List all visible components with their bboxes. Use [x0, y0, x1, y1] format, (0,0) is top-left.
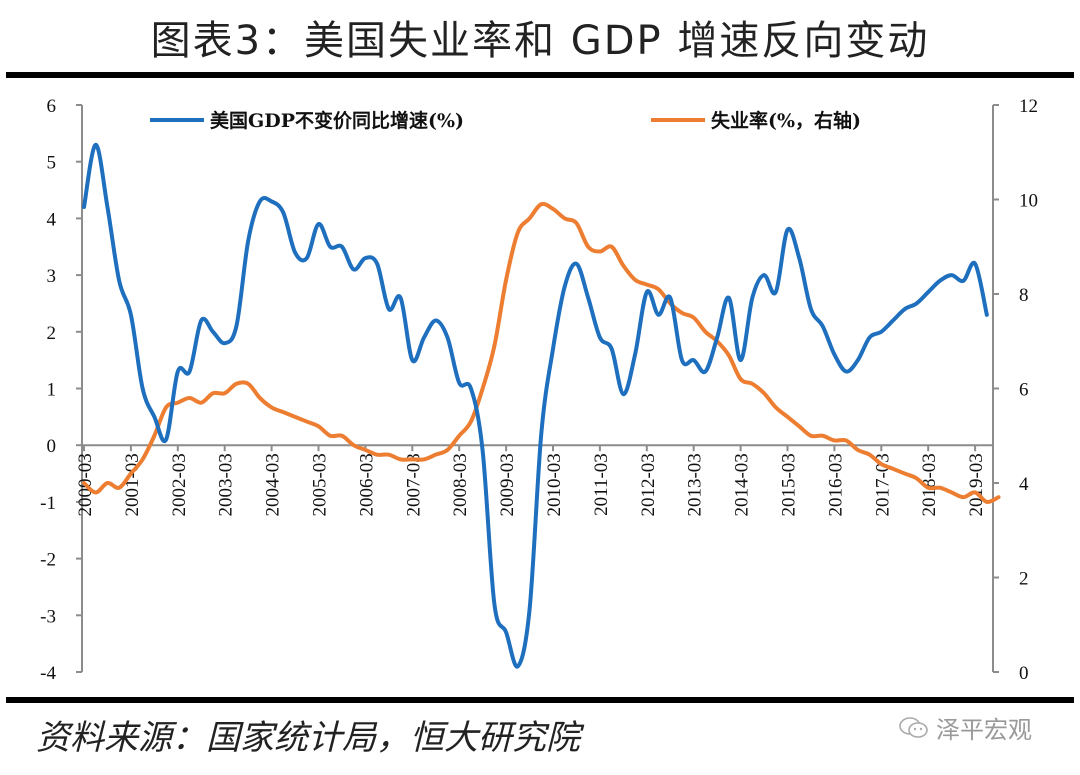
y-right-tick-label: 4 [1019, 474, 1029, 495]
x-tick-label: 2002-03 [169, 453, 190, 516]
series [82, 142, 1001, 669]
x-tick-label: 2009-03 [497, 453, 518, 516]
y-right-tick-label: 10 [1019, 191, 1038, 212]
y-left-tick-label: -2 [40, 550, 56, 571]
y-right-tick-label: 2 [1019, 569, 1029, 590]
y-left-tick-label: -4 [40, 663, 56, 684]
y-left-tick-label: -1 [40, 493, 56, 514]
watermark: 泽平宏观 [898, 710, 1032, 745]
y-left-tick-label: 3 [47, 266, 57, 287]
x-tick-label: 2010-03 [544, 453, 565, 516]
source-note: 资料来源：国家统计局，恒大研究院 [36, 718, 580, 758]
y-left-tick-label: 4 [47, 209, 57, 230]
y-left-tick-label: -3 [40, 606, 56, 627]
y-right-tick-label: 0 [1019, 663, 1029, 684]
x-tick-label: 2008-03 [450, 453, 471, 516]
wechat-icon [899, 716, 928, 738]
x-tick-label: 2016-03 [825, 453, 846, 516]
legend-label-gdp: 美国GDP不变价同比增速(%) [210, 109, 464, 132]
x-tick-label: 2003-03 [216, 453, 237, 516]
x-tick-label: 2005-03 [310, 453, 331, 516]
x-tick-label: 2015-03 [779, 453, 800, 516]
top-divider [6, 72, 1074, 78]
x-tick-label: 2001-03 [122, 453, 143, 516]
x-tick-label: 2019-03 [966, 453, 987, 516]
x-tick-label: 2004-03 [263, 453, 284, 516]
y-left-tick-label: 5 [47, 153, 57, 174]
x-tick-label: 2006-03 [356, 453, 377, 516]
chart-title: 图表3：美国失业率和 GDP 增速反向变动 [150, 18, 930, 64]
legend: 美国GDP不变价同比增速(%) 失业率(%，右轴) [150, 109, 861, 132]
x-tick-label: 2014-03 [732, 453, 753, 516]
x-tick-label: 2011-03 [591, 453, 612, 516]
gdp-line [82, 142, 989, 669]
y-left-tick-label: 0 [47, 436, 57, 457]
y-left-tick-label: 1 [47, 380, 57, 401]
x-tick-label: 2007-03 [403, 453, 424, 516]
y-left-tick-label: 2 [47, 323, 57, 344]
y-right-tick-label: 12 [1019, 96, 1038, 117]
bottom-divider [6, 697, 1074, 703]
y-left-tick-label: 6 [47, 96, 57, 117]
x-tick-label: 2012-03 [638, 453, 659, 516]
legend-label-unemployment: 失业率(%，右轴) [711, 109, 861, 132]
watermark-text: 泽平宏观 [936, 716, 1032, 744]
y-right-tick-label: 6 [1019, 380, 1029, 401]
y-right-tick-label: 8 [1019, 285, 1029, 306]
x-tick-label: 2018-03 [919, 453, 940, 516]
x-tick-label: 2013-03 [685, 453, 706, 516]
